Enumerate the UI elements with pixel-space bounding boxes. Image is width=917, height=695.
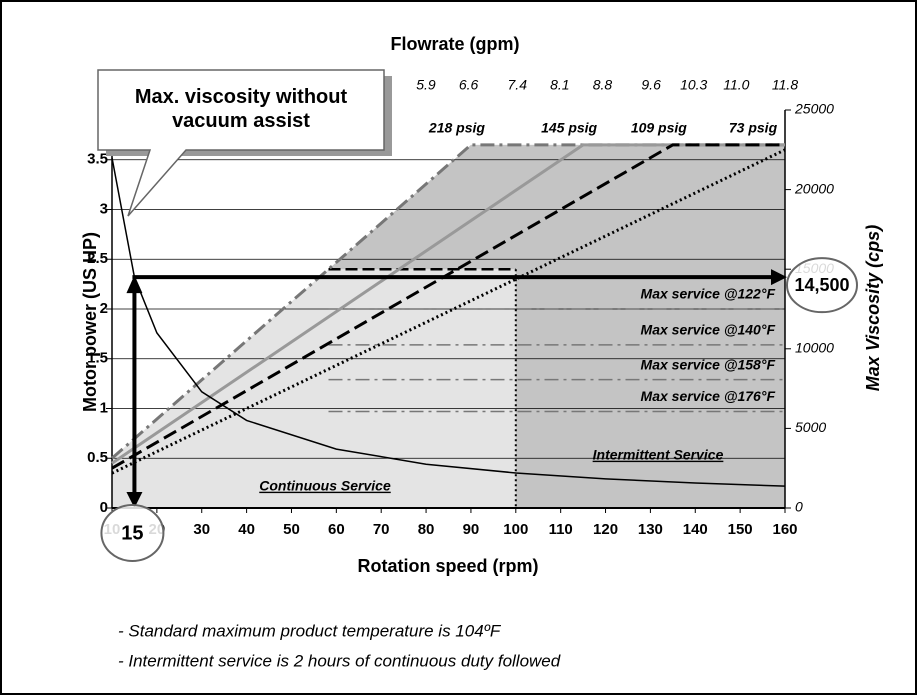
series-line	[111, 143, 785, 470]
x2-tick-label: 8.8	[593, 77, 613, 93]
x-tick-label: 110	[549, 521, 573, 538]
callout-text: Max. viscosity without vacuum assist	[135, 86, 348, 132]
callout	[97, 69, 385, 217]
x-axis-title: Rotation speed (rpm)	[357, 556, 538, 576]
y2-tick-label: 25000	[794, 101, 834, 117]
y2-tick-label: 10000	[795, 340, 834, 356]
example-viscosity: 14,500	[794, 275, 849, 295]
y-tick-label: 0	[100, 499, 108, 516]
x2-tick-label: 10.3	[680, 77, 707, 93]
x2-tick-label: 9.6	[641, 77, 661, 93]
x-tick-label: 130	[638, 521, 663, 538]
x-tick-label: 120	[593, 521, 618, 538]
arrow-head	[126, 275, 143, 294]
y-axis-title: Motor power (US HP)	[80, 232, 100, 412]
series-line	[111, 157, 786, 487]
x-tick-label: 80	[418, 521, 435, 538]
intermittent-region	[328, 144, 785, 508]
service-limit-label: Max service @140°F	[641, 322, 776, 338]
example-rpm: 15	[121, 522, 143, 544]
x-tick-label: 160	[772, 521, 797, 538]
x2-tick-label: 8.1	[550, 77, 569, 93]
series-label: 109 psig	[631, 120, 687, 136]
y2-tick-label: 0	[795, 499, 803, 515]
arrow-head	[126, 492, 143, 508]
y-tick-label: 1	[100, 399, 108, 416]
series-label: 73 psig	[729, 120, 778, 136]
y-tick-label: 1.5	[87, 350, 108, 367]
x-tick-label: 150	[728, 521, 753, 538]
y2-tick-label: 20000	[794, 180, 834, 196]
service-limit-label: Max service @122°F	[641, 286, 776, 302]
service-limit-label: Max service @158°F	[641, 356, 776, 372]
series-label: 145 psig	[541, 120, 597, 136]
service-limit-label: Max service @176°F	[641, 388, 776, 404]
x-tick-label: 140	[683, 521, 708, 538]
callout-line: vacuum assist	[172, 110, 310, 132]
x-tick-label: 40	[238, 521, 255, 538]
highlight-circle	[786, 257, 858, 314]
plot: 00.511.522.533.5050001000015000200002500…	[87, 69, 858, 562]
y2-axis-title: Max Viscosity (cps)	[863, 225, 883, 391]
y2-tick-label: 5000	[795, 419, 826, 435]
x-tick-label: 100	[503, 521, 528, 538]
arrow-head	[771, 269, 787, 286]
y-tick-label: 3	[100, 200, 108, 217]
series-label: 218 psig	[428, 120, 485, 136]
x-tick-label: 60	[328, 521, 345, 538]
x2-tick-label: 5.9	[416, 77, 436, 93]
x2-tick-label: 11.0	[723, 77, 749, 93]
y-tick-label: 3.5	[87, 151, 108, 168]
y-tick-label: 2	[100, 300, 108, 317]
note: - Standard maximum product temperature i…	[118, 621, 502, 640]
y-tick-label: 0.5	[87, 449, 108, 466]
x2-tick-label: 7.4	[508, 77, 528, 93]
highlight-circle	[100, 504, 165, 562]
x2-tick-label: 6.6	[459, 77, 479, 93]
x-tick-label: 50	[283, 521, 300, 538]
note: - Intermittent service is 2 hours of con…	[118, 651, 561, 670]
x-tick-label: 90	[463, 521, 480, 538]
region-label: Continuous Service	[259, 478, 391, 494]
region-label: Intermittent Service	[593, 447, 724, 463]
callout-line: Max. viscosity without	[135, 86, 348, 108]
x2-tick-label: 11.8	[772, 77, 798, 93]
top-axis-title: Flowrate (gpm)	[391, 34, 520, 54]
y-tick-label: 2.5	[87, 250, 108, 267]
x-tick-label: 30	[193, 521, 210, 538]
x-tick-label: 70	[373, 521, 390, 538]
